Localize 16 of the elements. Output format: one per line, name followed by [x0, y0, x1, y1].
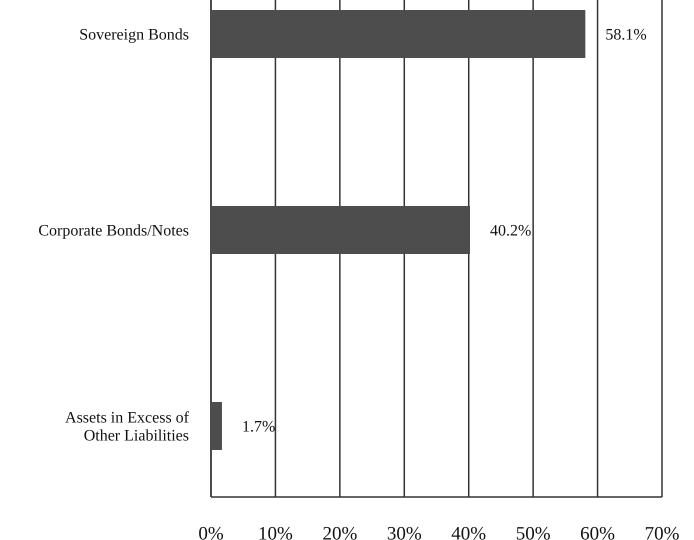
y-tick-label: Assets in Excess of Other Liabilities	[65, 410, 190, 445]
x-tick-label: 0%	[198, 524, 224, 540]
x-tick-label: 20%	[322, 524, 358, 540]
x-tick-label: 10%	[258, 524, 294, 540]
bar	[211, 206, 470, 254]
x-tick-label: 60%	[580, 524, 616, 540]
x-tick-label: 30%	[386, 524, 422, 540]
y-tick-label: Sovereign Bonds	[79, 26, 189, 44]
y-tick-label: Corporate Bonds/Notes	[38, 222, 189, 240]
x-tick-label: 70%	[644, 524, 680, 540]
x-tick-label: 50%	[516, 524, 551, 540]
x-tick-label: 40%	[451, 524, 486, 540]
data-label: 58.1%	[605, 26, 647, 44]
bar	[211, 402, 222, 450]
data-label: 40.2%	[490, 222, 532, 240]
bar	[211, 10, 586, 58]
